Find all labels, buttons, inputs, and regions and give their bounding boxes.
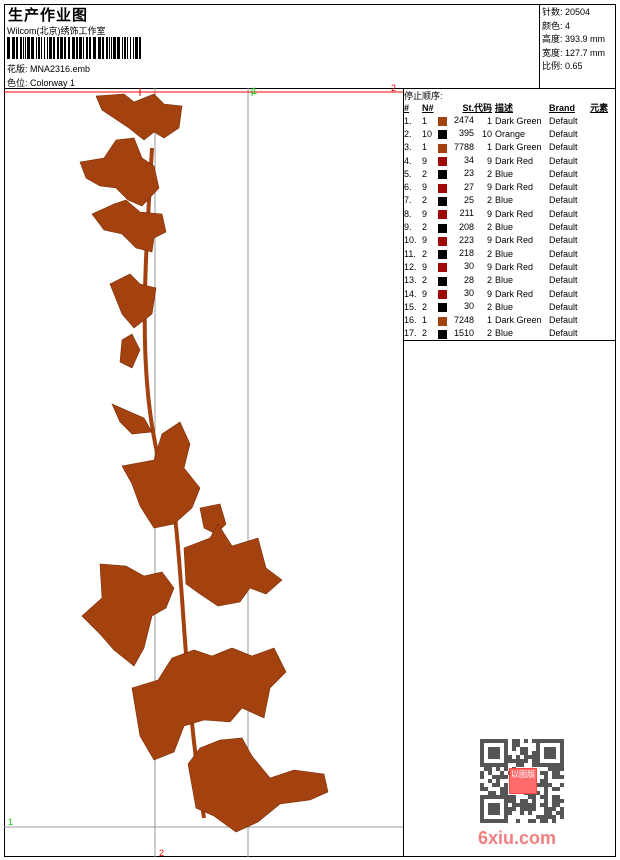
column-header: 代码: [474, 103, 493, 113]
embroidery-vine: [79, 93, 329, 833]
company-name: Wilcom(北京)绣饰工作室: [7, 26, 106, 36]
design-preview: [4, 88, 403, 857]
info-row: 比例: 0.65: [542, 61, 583, 71]
stop-sequence-table: # N# St. 代码 描述 Brand 元素 1. 1 2474 1 Dark Green Defau…: [404, 101, 616, 340]
barcode: [7, 37, 141, 59]
table-row: 4. 9 34 9 Dark Red Default: [404, 155, 578, 167]
color-swatch: [438, 183, 447, 193]
leaf: [187, 737, 329, 833]
leaf: [131, 647, 287, 761]
header-divider: [4, 88, 616, 89]
color-swatch: [438, 223, 447, 233]
color-swatch: [438, 130, 447, 140]
watermark-text: 6xiu.com: [478, 828, 557, 848]
color-swatch: [438, 236, 447, 246]
guide-label-top-red: 2: [391, 83, 397, 93]
column-header: 描述: [495, 103, 514, 113]
color-swatch: [438, 210, 447, 220]
info-row: 宽度: 127.7 mm: [542, 47, 606, 58]
color-swatch: [438, 196, 447, 206]
info-row: 高度: 393.9 mm: [542, 34, 606, 44]
leaf: [109, 273, 157, 329]
color-swatch: [438, 250, 447, 260]
table-row: 16. 1 7248 1 Dark Green Default: [404, 314, 578, 326]
color-swatch: [438, 316, 447, 326]
design-file: 花版: MNA2316.emb: [7, 64, 91, 74]
info-row: 针数: 20504: [542, 7, 591, 17]
table-row: 17. 2 1510 2 Blue Default: [404, 327, 578, 339]
color-swatch: [438, 263, 447, 273]
column-header: #: [404, 102, 410, 113]
stop-sequence-title: 停止顺序:: [404, 91, 443, 101]
color-swatch: [438, 117, 447, 127]
guide-label-bottom: 2: [159, 848, 165, 858]
table-divider: [403, 340, 616, 341]
table-row: 2. 10 395 10 Orange Default: [404, 128, 578, 140]
table-row: 9. 2 208 2 Blue Default: [404, 221, 578, 233]
page-frame: [4, 4, 616, 857]
column-header: 元素: [590, 103, 609, 113]
colorway: 色位: Colorway 1: [7, 78, 76, 88]
table-row: 12. 9 30 9 Dark Red Default: [404, 261, 578, 273]
table-row: 7. 2 25 2 Blue Default: [404, 194, 578, 206]
color-swatch: [438, 170, 447, 180]
color-swatch: [438, 143, 447, 153]
watermark-stamp: 以图版: [509, 768, 537, 794]
guide-label-left: 1: [8, 817, 14, 827]
color-swatch: [438, 276, 447, 286]
table-row: 3. 1 7788 1 Dark Green Default: [404, 141, 578, 153]
info-row: 颜色: 4: [542, 20, 571, 31]
table-row: 8. 9 211 9 Dark Red Default: [404, 208, 578, 220]
leaf: [81, 563, 175, 667]
leaf: [111, 403, 153, 435]
panel-divider: [403, 88, 404, 857]
qr-code-watermark: [480, 739, 564, 823]
leaf: [79, 137, 160, 207]
leaf: [121, 421, 201, 529]
leaf: [199, 503, 227, 535]
color-swatch: [438, 157, 447, 167]
table-row: 10. 9 223 9 Dark Red Default: [404, 234, 578, 246]
leaf: [91, 199, 167, 253]
color-swatch: [438, 329, 447, 339]
table-row: 5. 2 23 2 Blue Default: [404, 168, 578, 180]
leaf: [119, 333, 141, 369]
leaf: [183, 523, 283, 607]
page-title: 生产作业图: [8, 7, 89, 24]
table-row: 1. 1 2474 1 Dark Green Default: [404, 115, 578, 127]
column-header: St.: [462, 102, 474, 113]
table-row: 11. 2 218 2 Blue Default: [404, 248, 578, 260]
color-swatch: [438, 303, 447, 313]
table-row: 14. 9 30 9 Dark Red Default: [404, 288, 578, 299]
table-row: 6. 9 27 9 Dark Red Default: [404, 181, 578, 193]
leaf: [95, 93, 183, 141]
guide-label-top: 1: [252, 86, 258, 96]
design-info: 针数: 20504 颜色: 4 高度: 393.9 mm 宽度: 127.7 mm 比例…: [539, 4, 617, 88]
color-swatch: [438, 290, 447, 299]
table-row: 15. 2 30 2 Blue Default: [404, 301, 578, 313]
table-row: 13. 2 28 2 Blue Default: [404, 274, 578, 286]
column-header: N#: [422, 102, 434, 113]
column-header: Brand: [549, 102, 576, 113]
